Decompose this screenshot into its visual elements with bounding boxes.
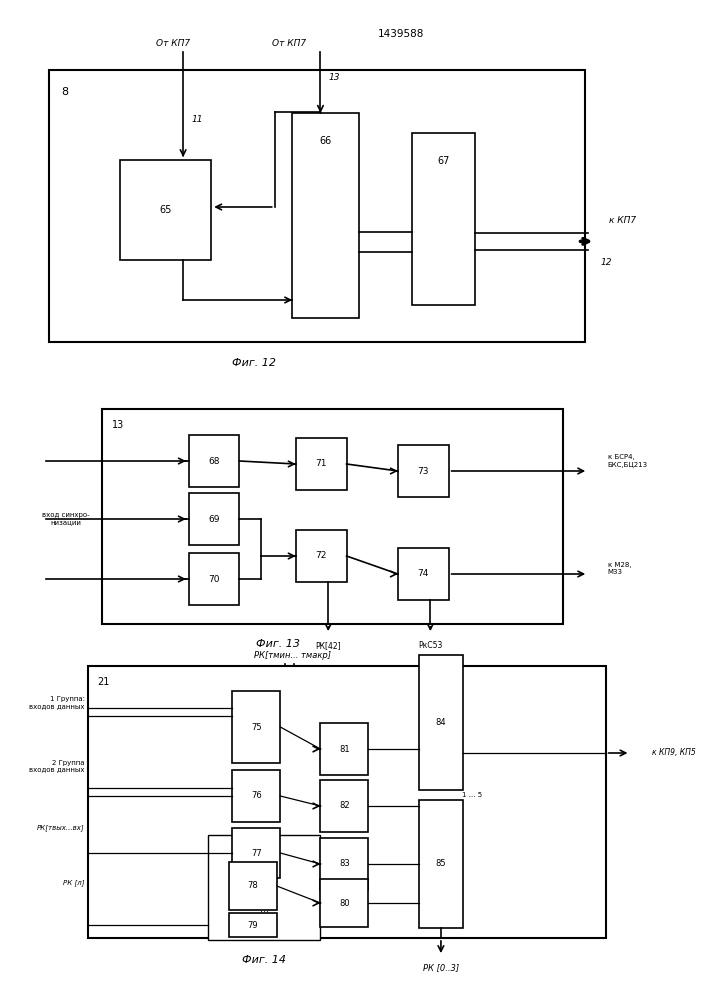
Bar [233,770,281,822]
Bar [233,691,281,763]
Text: 65: 65 [159,205,172,215]
Text: 85: 85 [436,859,446,868]
Text: 73: 73 [418,466,429,476]
Bar [119,160,211,260]
Text: РкС53: РкС53 [418,642,443,650]
Text: к М28,
М33: к М28, М33 [608,562,631,575]
Text: 75: 75 [251,722,262,732]
Bar [208,835,320,940]
Bar [398,548,449,600]
Text: 68: 68 [209,456,220,466]
Text: 1 ... 5: 1 ... 5 [462,792,482,798]
Bar [88,666,606,938]
Text: 1 Группа:
входов данных: 1 Группа: входов данных [29,696,85,710]
Text: 76: 76 [251,792,262,800]
Bar [419,655,463,790]
Bar [292,113,359,318]
Bar [189,553,240,605]
Text: 84: 84 [436,718,446,727]
Text: к КП9, КП5: к КП9, КП5 [652,748,695,758]
Text: 81: 81 [339,744,350,754]
Text: 13: 13 [112,420,124,430]
Text: ...: ... [259,904,269,914]
Bar [189,493,240,545]
Bar [229,862,277,910]
Text: От КП7: От КП7 [271,39,306,48]
Text: 8: 8 [62,87,69,97]
Text: 80: 80 [339,898,350,908]
Text: 74: 74 [418,569,429,578]
Text: 72: 72 [315,552,327,560]
Text: 2 Группа
входов данных: 2 Группа входов данных [29,760,85,772]
Text: Фиг. 12: Фиг. 12 [232,358,276,368]
Text: РК [л]: РК [л] [63,880,85,886]
Bar [320,780,368,832]
Bar [296,438,346,490]
Text: к БСР4,
БКС,БЦ213: к БСР4, БКС,БЦ213 [608,454,648,468]
Bar [419,800,463,928]
Text: 66: 66 [320,136,332,146]
Text: РК[42]: РК[42] [315,642,341,650]
Text: 11: 11 [192,115,203,124]
Bar [320,879,368,927]
Text: 82: 82 [339,802,350,810]
Text: 70: 70 [209,574,220,583]
Text: 69: 69 [209,514,220,523]
Bar [412,133,475,305]
Text: 71: 71 [315,460,327,468]
Bar [102,409,563,624]
Text: Фиг. 14: Фиг. 14 [242,955,286,965]
Text: 12: 12 [600,258,612,267]
Bar [398,445,449,497]
Text: 78: 78 [247,882,258,891]
Bar [233,828,281,878]
Text: РК [0..3]: РК [0..3] [423,964,459,972]
Bar [229,913,277,937]
Bar [49,70,585,342]
Text: Фиг. 13: Фиг. 13 [256,639,300,649]
Bar [320,838,368,890]
Bar [320,723,368,775]
Text: 77: 77 [251,848,262,857]
Text: 83: 83 [339,859,350,868]
Text: От КП7: От КП7 [156,39,189,48]
Bar [189,435,240,487]
Text: к КП7: к КП7 [609,216,636,225]
Text: 79: 79 [247,920,258,930]
Text: РК[тмин... тмакр]: РК[тмин... тмакр] [254,652,331,660]
Text: 21: 21 [98,677,110,687]
Text: 13: 13 [329,74,341,83]
Text: вход синхро-
низации: вход синхро- низации [42,512,89,525]
Text: 67: 67 [438,156,450,166]
Bar [296,530,346,582]
Text: 1439588: 1439588 [378,29,425,39]
Text: РК[твых...вх]: РК[твых...вх] [37,825,85,831]
